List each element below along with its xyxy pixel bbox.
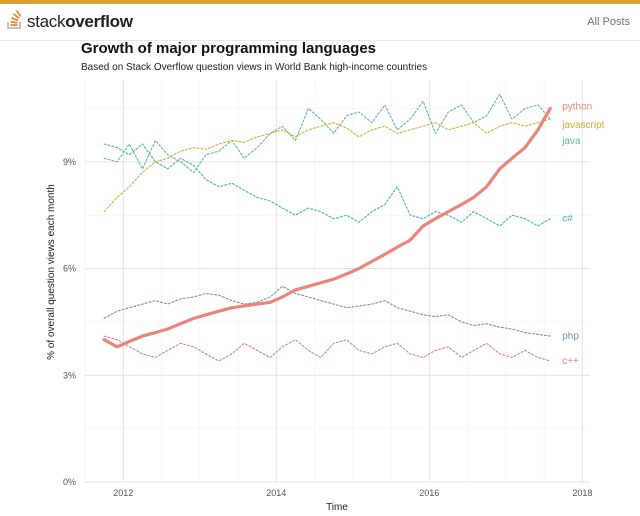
site-header: stackoverflow All Posts [0, 4, 640, 41]
x-tick-label: 2014 [266, 488, 286, 498]
x-tick-label: 2016 [419, 488, 439, 498]
chart-title: Growth of major programming languages [81, 40, 377, 57]
series-line-php [103, 285, 551, 337]
y-tick-label: 9% [63, 157, 76, 167]
all-posts-link[interactable]: All Posts [587, 16, 630, 28]
chart-subtitle: Based on Stack Overflow question views i… [81, 62, 428, 73]
chart-ticks: 2012 2014 2016 2018 0% 3% 6% 9% [63, 157, 592, 498]
stackoverflow-icon [6, 9, 24, 35]
series-label: javascript [561, 120, 604, 131]
series-label: python [562, 101, 592, 112]
series-label: c# [562, 214, 573, 225]
y-tick-label: 0% [63, 477, 76, 487]
logo-wordmark: stackoverflow [27, 12, 133, 32]
x-tick-label: 2012 [113, 488, 133, 498]
series-label: c++ [562, 356, 579, 367]
series-line-python [102, 106, 552, 349]
series-line-csharp [103, 143, 551, 227]
chart-series [102, 93, 552, 362]
logo-text-light: stack [27, 12, 66, 31]
series-line-javascript [103, 118, 551, 213]
series-label: java [561, 136, 581, 147]
x-tick-label: 2018 [572, 488, 592, 498]
series-line-cpp [103, 335, 551, 362]
series-line-java [103, 93, 551, 174]
chart-grid [84, 80, 590, 483]
x-axis-label: Time [326, 502, 348, 513]
y-tick-label: 3% [63, 370, 76, 380]
site-logo[interactable]: stackoverflow [6, 9, 133, 35]
y-tick-label: 6% [63, 264, 76, 274]
series-label: php [562, 331, 579, 342]
logo-text-bold: overflow [65, 12, 133, 31]
y-axis-label: % of overall question views each month [46, 184, 57, 360]
top-accent-bar [0, 0, 640, 4]
chart-series-labels: c++ php c# java javascript python [561, 101, 604, 367]
